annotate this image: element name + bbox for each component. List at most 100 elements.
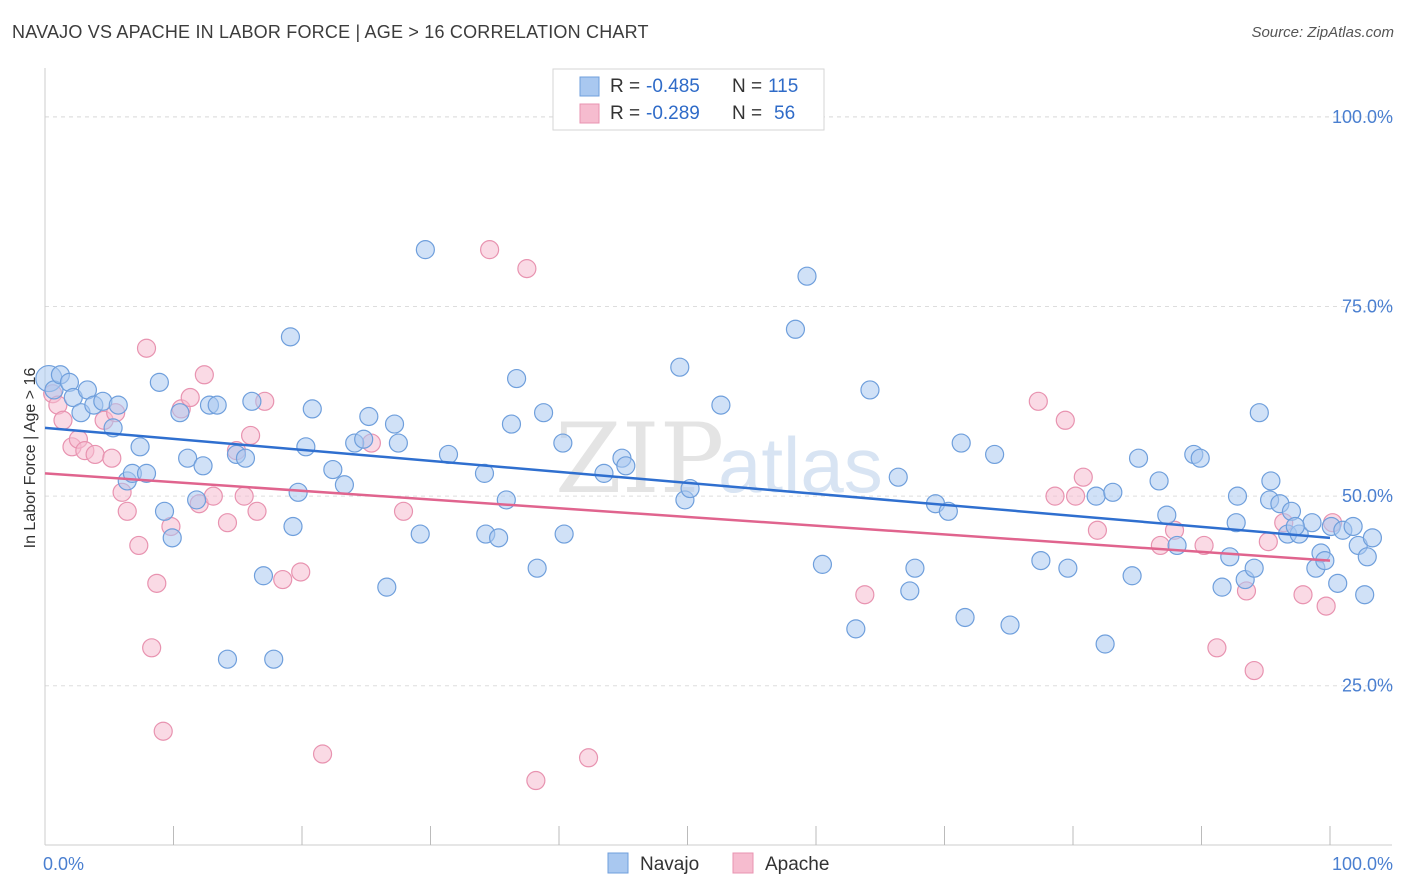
legend-n-value-navajo: 115 [768, 76, 798, 97]
bottom-legend: Navajo Apache [607, 852, 829, 875]
navajo-point [136, 463, 157, 483]
apache-point [1055, 410, 1075, 430]
apache-point [578, 748, 599, 768]
apache-points [43, 240, 1343, 791]
navajo-point [553, 433, 573, 453]
apache-point [217, 513, 238, 533]
apache-point [247, 501, 267, 521]
navajo-point [506, 368, 527, 389]
watermark-zip: ZIP [555, 403, 724, 515]
chart-title: NAVAJO VS APACHE IN LABOR FORCE | AGE > … [12, 22, 649, 42]
apache-point [117, 501, 137, 521]
navajo-point [1095, 634, 1115, 654]
navajo-point [951, 433, 971, 453]
navajo-point [288, 482, 308, 502]
navajo-point [323, 459, 343, 480]
apache-point [136, 338, 157, 358]
navajo-point [193, 456, 213, 476]
navajo-point [900, 581, 920, 601]
navajo-point [501, 414, 522, 434]
apache-point [1065, 486, 1086, 506]
apache-point [1316, 596, 1336, 616]
apache-point [180, 387, 200, 408]
apache-point [241, 425, 261, 446]
bottom-legend-label-apache: Apache [765, 854, 829, 875]
navajo-point [955, 607, 975, 628]
navajo-point [1031, 550, 1051, 571]
y-axis-label: In Labor Force | Age > 16 [22, 368, 39, 549]
navajo-point [1355, 585, 1375, 605]
y-tick-label: 75.0% [1342, 297, 1393, 317]
apache-point [1258, 532, 1278, 552]
navajo-point [1212, 577, 1232, 597]
apache-point [1073, 467, 1093, 487]
apache-point [129, 535, 149, 556]
navajo-point [187, 490, 207, 510]
navajo-point [1328, 573, 1348, 593]
apache-point [147, 573, 167, 593]
navajo-point [1362, 528, 1383, 548]
navajo-point [162, 528, 182, 548]
navajo-point [1122, 566, 1142, 586]
y-tick-label: 50.0% [1342, 486, 1393, 506]
axes [44, 68, 1392, 846]
navajo-point [377, 577, 397, 597]
x-tick-label: 100.0% [1332, 854, 1393, 874]
apache-point [142, 638, 162, 658]
navajo-point [554, 524, 574, 544]
trendlines [44, 426, 1331, 562]
navajo-point [985, 444, 1005, 465]
navajo-point [415, 240, 435, 260]
navajo-point [616, 456, 636, 476]
navajo-point [149, 372, 169, 392]
apache-point [1194, 535, 1214, 556]
apache-point [393, 501, 414, 521]
navajo-point [1249, 403, 1269, 423]
apache-point [517, 259, 537, 279]
tick-labels: 25.0% 50.0% 75.0% 100.0% 0.0% 100.0% [43, 107, 1393, 874]
navajo-point [1357, 547, 1377, 567]
apache-point [1087, 520, 1108, 540]
navajo-point [1128, 448, 1149, 468]
bottom-legend-label-navajo: Navajo [640, 854, 699, 875]
navajo-point [388, 433, 408, 453]
navajo-point [154, 501, 175, 521]
navajo-point [242, 391, 262, 411]
navajo-point [207, 395, 227, 415]
navajo-point [170, 403, 190, 423]
navajo-point [860, 380, 880, 400]
apache-point [85, 444, 105, 465]
y-tick-label: 100.0% [1332, 107, 1393, 127]
apache-point [291, 562, 311, 582]
legend-r-label-navajo: R = [610, 76, 640, 97]
navajo-point [1086, 486, 1106, 506]
navajo-point [280, 327, 301, 347]
navajo-point [410, 524, 430, 544]
legend-swatch-apache [579, 103, 600, 124]
apache-point [1150, 535, 1170, 556]
apache-point [153, 721, 173, 741]
navajo-point [711, 395, 731, 415]
legend-n-label-apache: N = [732, 103, 762, 124]
apache-point [53, 410, 73, 430]
y-tick-label: 25.0% [1342, 676, 1393, 696]
bottom-legend-swatch-navajo [607, 852, 629, 874]
navajo-point [846, 619, 866, 639]
navajo-point [1227, 486, 1248, 506]
navajo-point [1157, 505, 1177, 525]
navajo-point [1244, 558, 1264, 578]
navajo-point [1058, 558, 1078, 578]
navajo-point [264, 649, 284, 669]
legend-r-value-navajo: -0.485 [646, 76, 700, 97]
navajo-point [533, 403, 554, 423]
navajo-point [253, 566, 274, 586]
navajo-point [302, 399, 322, 419]
navajo-point [283, 516, 303, 537]
legend-swatch-navajo [579, 76, 600, 97]
navajo-point [1190, 448, 1210, 468]
x-tick-label: 0.0% [43, 854, 84, 874]
navajo-point [888, 467, 908, 487]
navajo-point [178, 448, 198, 468]
apache-point [855, 585, 875, 605]
